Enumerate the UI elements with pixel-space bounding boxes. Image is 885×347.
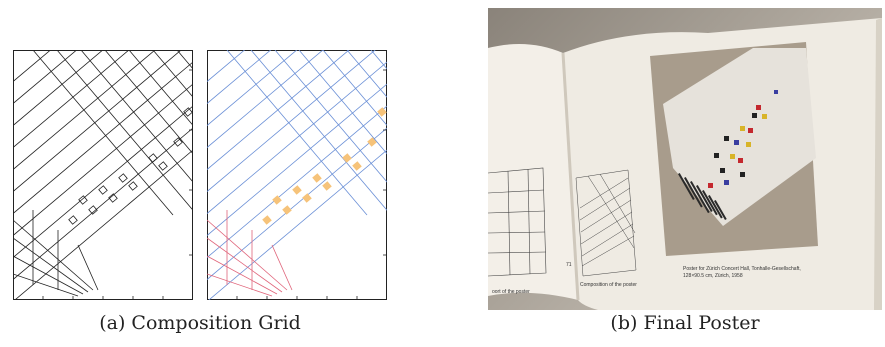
grid-line-descending — [298, 50, 387, 155]
caption-a-label: (a) — [99, 312, 126, 334]
grid-cell-highlight — [68, 215, 78, 225]
grid-line-ascending — [207, 50, 376, 193]
grid-cell-highlight — [377, 107, 387, 117]
poster-caption-line2: 128×90.5 cm, Zürich, 1958 — [683, 273, 743, 279]
caption-b-label: (b) — [610, 312, 638, 334]
composition-caption: Composition of the poster — [580, 282, 637, 288]
grid-cell-highlight — [367, 137, 377, 147]
grid-line-descending — [104, 50, 193, 155]
caption-b-text: Final Poster — [643, 312, 760, 334]
grid-cell-highlight — [272, 195, 282, 205]
grid-line-descending — [128, 50, 193, 127]
grid-line-ascending — [207, 50, 298, 127]
sub-grid-line — [13, 273, 79, 297]
grid-cell-highlight — [292, 185, 302, 195]
sub-grid-line — [77, 244, 99, 291]
grid-cell-highlight — [98, 185, 108, 195]
grid-line-descending — [56, 50, 193, 211]
sub-grid-line — [207, 237, 283, 293]
sub-grid-line — [271, 244, 293, 291]
grid-line-ascending — [208, 149, 387, 300]
grid-line-descending — [322, 50, 387, 127]
sub-grid-line — [207, 219, 288, 291]
grid-cell-highlight — [302, 193, 312, 203]
grid-cell-highlight — [342, 153, 352, 163]
grid-cell-highlight — [282, 205, 292, 215]
grid-line-ascending — [13, 83, 193, 237]
grid-line-ascending — [207, 50, 324, 149]
grid-line-ascending — [13, 50, 52, 83]
grid-line-ascending — [13, 50, 130, 149]
grid-line-ascending — [207, 127, 387, 281]
grid-line-ascending — [207, 50, 246, 83]
grid-line-ascending — [14, 149, 193, 300]
caption-b: (b) Final Poster — [560, 312, 810, 334]
composition-grid-colored — [207, 50, 387, 300]
grid-cell-highlight — [173, 137, 183, 147]
grid-line-descending — [80, 50, 193, 183]
grid-line-ascending — [13, 50, 182, 193]
grid-cell-highlight — [158, 161, 168, 171]
grid-line-descending — [32, 50, 174, 216]
grid-line-descending — [152, 50, 193, 98]
grid-line-descending — [250, 50, 387, 211]
grid-cell-highlight — [128, 181, 138, 191]
grid-cell-highlight — [183, 107, 193, 117]
grid-line-descending — [346, 50, 387, 98]
grid-cell-highlight — [312, 173, 322, 183]
grid-line-descending — [226, 50, 368, 216]
page-number: 71 — [566, 262, 572, 268]
grid-cell-highlight — [148, 153, 158, 163]
grid-line-ascending — [13, 127, 193, 281]
grid-line-ascending — [207, 83, 387, 237]
grid-cell-highlight — [118, 173, 128, 183]
left-page-caption: oort of the poster — [492, 289, 530, 295]
poster-photo: oort of the poster 71 Composition of the… — [488, 8, 882, 310]
sub-grid-line — [13, 255, 84, 295]
grid-cell-highlight — [322, 181, 332, 191]
caption-a-text: Composition Grid — [131, 312, 301, 334]
sub-grid-line — [13, 219, 94, 291]
sub-grid-line — [207, 273, 273, 297]
grid-line-ascending — [207, 50, 272, 105]
grid-line-descending — [274, 50, 387, 183]
grid-cell-highlight — [262, 215, 272, 225]
grid-cell-highlight — [352, 161, 362, 171]
grid-cell-highlight — [88, 205, 98, 215]
caption-a: (a) Composition Grid — [90, 312, 310, 334]
grid-cell-highlight — [108, 193, 118, 203]
grid-line-ascending — [13, 50, 104, 127]
grid-line-ascending — [13, 50, 78, 105]
sub-grid-line — [207, 255, 278, 295]
composition-grid-black — [13, 50, 193, 300]
sub-grid-line — [13, 237, 89, 293]
poster — [650, 42, 818, 256]
poster-caption-line1: Poster for Zürich Concert Hall, Tonhalle… — [683, 266, 801, 272]
grid-cell-highlight — [78, 195, 88, 205]
